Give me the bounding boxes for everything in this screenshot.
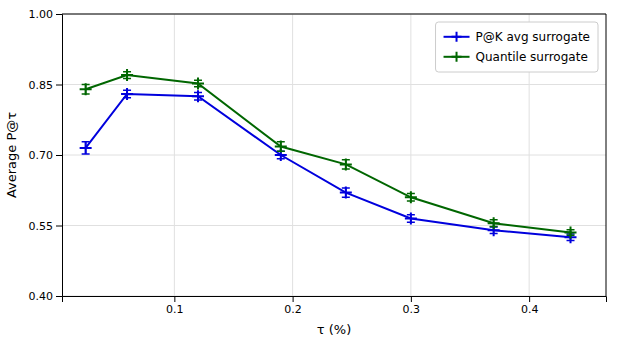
- point: [405, 212, 417, 224]
- point: [340, 187, 352, 199]
- point: [275, 141, 287, 153]
- grid-line: [292, 14, 293, 296]
- legend-item: Quantile surrogate: [444, 50, 588, 64]
- tick-label: 0.1: [166, 303, 184, 316]
- tick-label: 0.4: [521, 303, 539, 316]
- tick-mark: [174, 296, 175, 302]
- point: [192, 90, 204, 102]
- frame-line: [606, 14, 607, 296]
- point: [121, 69, 133, 81]
- frame-line: [62, 14, 606, 15]
- tick-label: 0.2: [284, 303, 302, 316]
- point: [565, 227, 577, 239]
- legend-label: P@K avg surrogate: [476, 30, 590, 44]
- tick: 1.00: [29, 8, 63, 21]
- tick: 0.4: [521, 296, 539, 316]
- marks: [80, 69, 577, 243]
- tick-mark: [56, 85, 62, 86]
- legend-item: P@K avg surrogate: [444, 30, 590, 44]
- legend-marker: [452, 52, 462, 62]
- y-axis: 0.40 0.55 0.70 0.85 1.00: [29, 8, 63, 303]
- point: [80, 83, 92, 95]
- grid-line: [62, 84, 606, 85]
- point: [80, 142, 92, 154]
- grid-line: [174, 14, 175, 296]
- x-axis: 0.1 0.2 0.3 0.4: [63, 296, 607, 316]
- tick-label: 1.00: [29, 8, 54, 21]
- tick-label: 0.85: [29, 79, 54, 92]
- tick-label: 0.40: [29, 290, 54, 303]
- tick: 0.2: [284, 296, 302, 316]
- tick-mark: [56, 14, 62, 15]
- axis-line: [56, 15, 63, 297]
- grid-line: [62, 14, 606, 15]
- plot: 0.1 0.2 0.3 0.4 0.40 0.55 0.70 0.85 1.00 P@K avg …: [29, 8, 607, 316]
- tick-mark: [293, 296, 294, 302]
- axis-line: [63, 297, 607, 303]
- tick: 0.70: [29, 149, 63, 162]
- tick-mark: [56, 155, 62, 156]
- series: [80, 88, 577, 243]
- series: [80, 69, 577, 238]
- legend-marker: [452, 32, 462, 42]
- tick-mark: [411, 296, 412, 302]
- tick: 0.1: [166, 296, 184, 316]
- grid-line: [62, 155, 606, 156]
- x-axis-title: τ (%): [317, 322, 351, 337]
- tick-mark: [529, 296, 530, 302]
- grid-line: [62, 225, 606, 226]
- tick-mark: [56, 296, 62, 297]
- tick-mark: [56, 226, 62, 227]
- point: [121, 88, 133, 100]
- point: [488, 217, 500, 229]
- tick: 0.85: [29, 79, 63, 92]
- point: [405, 191, 417, 203]
- chart: 0.1 0.2 0.3 0.4 0.40 0.55 0.70 0.85 1.00 P@K avg …: [0, 0, 622, 342]
- point: [192, 78, 204, 90]
- legend-label: Quantile surrogate: [476, 50, 588, 64]
- tick: 0.55: [29, 220, 63, 233]
- legend: P@K avg surrogate Quantile surrogate: [436, 22, 598, 72]
- grid-line: [410, 14, 411, 296]
- legend-box: [436, 22, 598, 72]
- tick-label: 0.3: [403, 303, 421, 316]
- tick: 0.3: [403, 296, 421, 316]
- tick-label: 0.55: [29, 220, 54, 233]
- tick-label: 0.70: [29, 149, 54, 162]
- grid: [62, 14, 606, 296]
- y-axis-title: Average P@τ: [4, 112, 19, 198]
- line: [86, 94, 571, 237]
- tick: 0.40: [29, 290, 63, 303]
- line: [86, 75, 571, 232]
- point: [340, 158, 352, 170]
